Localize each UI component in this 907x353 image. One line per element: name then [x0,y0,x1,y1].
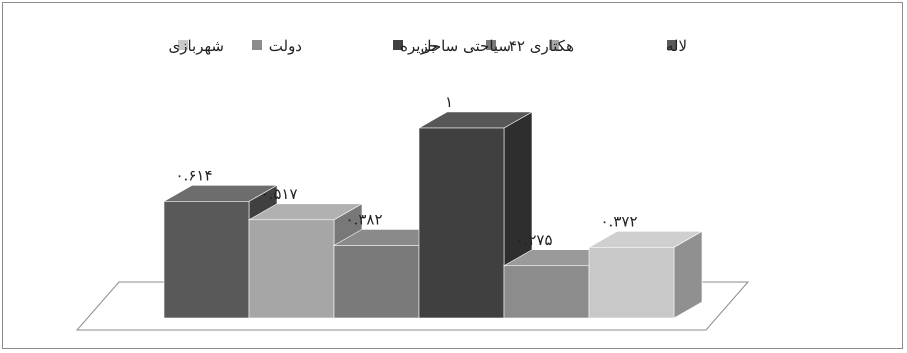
data-label-3: ۰.۳۸۲ [346,210,383,228]
legend-swatch [486,40,496,50]
legend-label: دولت [269,37,302,55]
data-label-6: ۰.۳۷۲ [601,212,638,230]
bar-front-face [418,127,505,319]
bar-front-face [333,245,420,319]
bars-layer [162,111,704,319]
legend-label: جزیره [400,37,438,55]
legend-swatch [252,40,262,50]
legend-swatch [178,40,188,50]
legend-swatch [667,40,677,50]
legend-swatch [549,40,559,50]
data-label-4: ۱ [445,93,453,111]
legend-label: لاله [666,37,687,55]
legend-label: ۴۲ هکتاری [509,37,574,55]
bar-front-face [248,219,335,319]
bar-6 [587,230,704,319]
bar-front-face [163,201,250,319]
bar-front-face [588,247,675,319]
legend-swatch [393,40,403,50]
legend-item-1: لاله [666,37,687,55]
legend-label: سیاحتی ساحل [420,37,511,55]
bar-front-face [503,265,590,319]
legend-label: شهربازی [169,37,225,55]
legend-item-2: ۴۲ هکتاری [509,37,574,55]
data-label-1: ۰.۶۱۴ [176,166,213,184]
data-label-2: ۰.۵۱۷ [261,185,298,203]
legend-item-4: جزیره [393,37,438,55]
legend-item-5: دولت [252,37,302,55]
legend-item-3: سیاحتی ساحل [420,37,511,55]
value-labels-layer: ۰.۶۱۴ ۰.۵۱۷ ۰.۳۸۲ ۱ ۰.۲۷۵ ۰.۳۷۲ [176,93,638,249]
data-label-5: ۰.۲۷۵ [516,231,553,249]
legend-item-6: شهربازی [169,37,225,55]
